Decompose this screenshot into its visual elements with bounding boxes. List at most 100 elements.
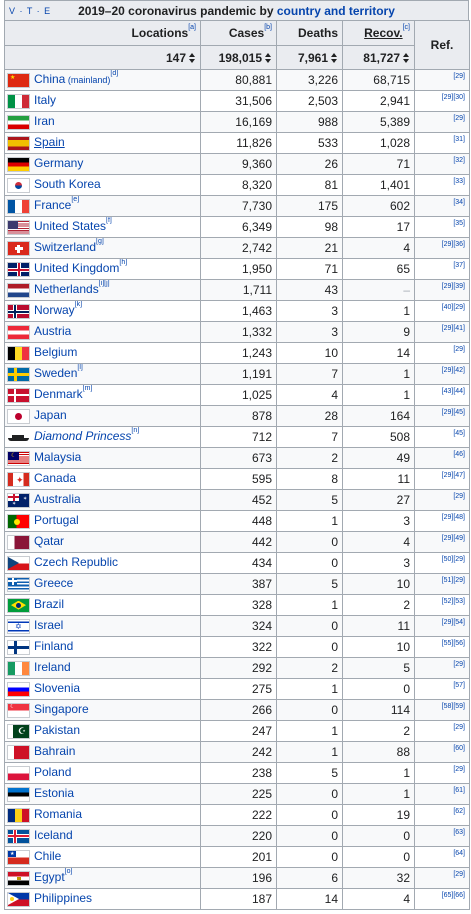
location-link[interactable]: Portugal (34, 513, 79, 528)
location-link[interactable]: Japan (34, 408, 67, 423)
location-link[interactable]: Germany (34, 156, 84, 171)
location-link[interactable]: France (34, 198, 72, 213)
location-note[interactable]: [m] (82, 385, 93, 393)
ref-cell[interactable]: [29][41] (414, 321, 470, 343)
sort-icon[interactable] (265, 53, 272, 64)
ref-cell[interactable]: [29][47] (414, 468, 470, 490)
location-link[interactable]: Italy (34, 93, 57, 108)
ref-cell[interactable]: [52][53] (414, 594, 470, 616)
location-link[interactable]: Brazil (34, 597, 65, 612)
location-link[interactable]: Singapore (34, 702, 89, 717)
location-link[interactable]: Finland (34, 639, 74, 654)
ref-cell[interactable]: [29] (414, 342, 470, 364)
vte-links[interactable]: V · T · E (9, 6, 52, 16)
ref-cell[interactable]: [29] (414, 69, 470, 91)
location-note[interactable]: [n] (131, 427, 140, 435)
ref-cell[interactable]: [32] (414, 153, 470, 175)
location-note[interactable]: [f] (106, 217, 112, 225)
ref-cell[interactable]: [35] (414, 216, 470, 238)
location-link[interactable]: Spain (34, 135, 65, 150)
ref-cell[interactable]: [57] (414, 678, 470, 700)
location-note[interactable]: [e] (71, 196, 80, 204)
location-link[interactable]: Canada (34, 471, 77, 486)
location-link[interactable]: Pakistan (34, 723, 81, 738)
caption-link[interactable]: country and territory (276, 4, 395, 18)
ref-cell[interactable]: [29] (414, 111, 470, 133)
ref-cell[interactable]: [55][56] (414, 636, 470, 658)
location-link[interactable]: Diamond Princess (34, 429, 132, 444)
location-link[interactable]: Egypt (34, 870, 65, 885)
ref-cell[interactable]: [37] (414, 258, 470, 280)
ref-cell[interactable]: [46] (414, 447, 470, 469)
ref-cell[interactable]: [64] (414, 846, 470, 868)
location-link[interactable]: Philippines (34, 891, 93, 906)
locations-header[interactable]: Locations[a] (4, 20, 201, 46)
ref-cell[interactable]: [29] (414, 867, 470, 889)
ref-cell[interactable]: [29][36] (414, 237, 470, 259)
location-note[interactable]: [k] (74, 301, 83, 309)
location-link[interactable]: Slovenia (34, 681, 81, 696)
cases-header[interactable]: Cases[b] (200, 20, 277, 46)
ref-cell[interactable]: [29][39] (414, 279, 470, 301)
location-note[interactable]: [d] (110, 70, 119, 78)
ref-cell[interactable]: [29][30] (414, 90, 470, 112)
ref-cell[interactable]: [29][45] (414, 405, 470, 427)
location-link[interactable]: Iran (34, 114, 55, 129)
location-link[interactable]: Qatar (34, 534, 65, 549)
location-link[interactable]: Norway (34, 303, 75, 318)
location-link[interactable]: Australia (34, 492, 81, 507)
ref-cell[interactable]: [29][42] (414, 363, 470, 385)
location-link[interactable]: Malaysia (34, 450, 82, 465)
location-link[interactable]: Ireland (34, 660, 71, 675)
location-link[interactable]: Denmark (34, 387, 83, 402)
location-link[interactable]: Poland (34, 765, 72, 780)
location-link[interactable]: Bahrain (34, 744, 76, 759)
sort-icon[interactable] (189, 53, 196, 64)
ref-cell[interactable]: [51][29] (414, 573, 470, 595)
ref-cell[interactable]: [29] (414, 762, 470, 784)
location-link[interactable]: China (34, 72, 66, 87)
ref-cell[interactable]: [63] (414, 825, 470, 847)
ref-cell[interactable]: [34] (414, 195, 470, 217)
location-link[interactable]: Belgium (34, 345, 78, 360)
ref-cell[interactable]: [29][49] (414, 531, 470, 553)
ref-cell[interactable]: [29] (414, 657, 470, 679)
ref-cell[interactable]: [40][29] (414, 300, 470, 322)
location-note[interactable]: [o] (64, 868, 73, 876)
location-note[interactable]: [l] (77, 364, 83, 372)
sort-icon[interactable] (403, 53, 410, 64)
total-locations[interactable]: 147 (4, 45, 201, 70)
location-link[interactable]: Netherlands (34, 282, 99, 297)
location-link[interactable]: Czech Republic (34, 555, 119, 570)
location-link[interactable]: Iceland (34, 828, 73, 843)
location-note[interactable]: [h] (119, 259, 128, 267)
sort-icon[interactable] (331, 53, 338, 64)
ref-cell[interactable]: [29][48] (414, 510, 470, 532)
ref-cell[interactable]: [45] (414, 426, 470, 448)
location-link[interactable]: Switzerland (34, 240, 97, 255)
location-link[interactable]: Greece (34, 576, 74, 591)
location-note[interactable]: [i][j] (98, 280, 110, 288)
ref-cell[interactable]: [31] (414, 132, 470, 154)
location-link[interactable]: Chile (34, 849, 62, 864)
total-recov[interactable]: 81,727 (342, 45, 415, 70)
ref-cell[interactable]: [62] (414, 804, 470, 826)
ref-cell[interactable]: [29][54] (414, 615, 470, 637)
ref-cell[interactable]: [65][66] (414, 888, 470, 910)
location-link[interactable]: Sweden (34, 366, 78, 381)
location-link[interactable]: United States (34, 219, 107, 234)
recov-header[interactable]: Recov.[c] (342, 20, 415, 46)
location-link[interactable]: United Kingdom (34, 261, 120, 276)
deaths-header[interactable]: Deaths (276, 20, 343, 46)
ref-cell[interactable]: [58][59] (414, 699, 470, 721)
location-note[interactable]: [g] (96, 238, 104, 246)
location-link[interactable]: Austria (34, 324, 72, 339)
ref-cell[interactable]: [29] (414, 489, 470, 511)
ref-cell[interactable]: [50][29] (414, 552, 470, 574)
location-link[interactable]: Romania (34, 807, 83, 822)
ref-cell[interactable]: [61] (414, 783, 470, 805)
location-link[interactable]: Israel (34, 618, 64, 633)
ref-cell[interactable]: [60] (414, 741, 470, 763)
total-cases[interactable]: 198,015 (200, 45, 277, 70)
total-deaths[interactable]: 7,961 (276, 45, 343, 70)
